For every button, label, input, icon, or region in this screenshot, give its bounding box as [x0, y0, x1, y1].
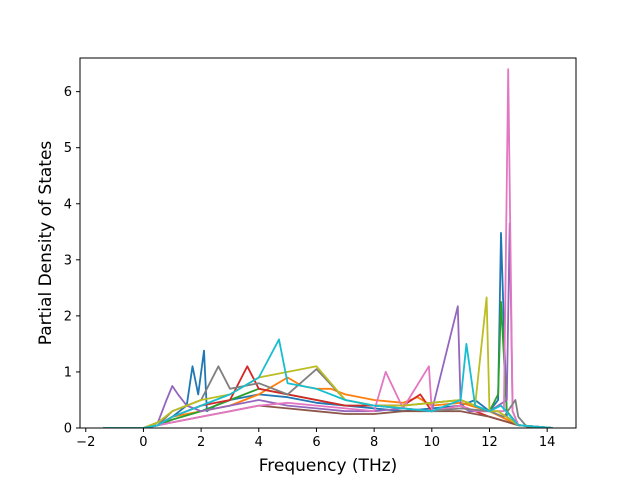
y-tick-label: 3 — [64, 253, 72, 268]
x-tick-label: −2 — [76, 435, 95, 450]
x-tick-label: 10 — [424, 435, 441, 450]
y-axis-ticks: 0 1 2 3 4 5 6 — [64, 85, 80, 437]
x-tick-label: 8 — [370, 435, 378, 450]
pdos-series-line-1 — [103, 231, 553, 428]
pdos-series-line-10 — [103, 338, 553, 428]
pdos-series-line-7 — [103, 68, 553, 428]
y-axis-label: Partial Density of States — [36, 141, 56, 346]
x-tick-label: 6 — [312, 435, 320, 450]
plot-frame — [79, 57, 577, 429]
x-tick-label: 0 — [139, 435, 147, 450]
y-tick-label: 0 — [64, 422, 72, 437]
x-tick-label: 14 — [539, 435, 556, 450]
y-tick-label: 6 — [64, 85, 72, 100]
pdos-series-line-5 — [103, 222, 553, 428]
x-axis-ticks: −2 0 2 4 6 8 10 12 14 — [76, 428, 555, 450]
y-tick-label: 2 — [64, 309, 72, 324]
x-tick-label: 12 — [481, 435, 498, 450]
y-tick-label: 1 — [64, 365, 72, 380]
y-tick-label: 5 — [64, 141, 72, 156]
x-tick-label: 4 — [255, 435, 263, 450]
x-tick-label: 2 — [197, 435, 205, 450]
x-axis-label: Frequency (THz) — [259, 456, 398, 476]
y-tick-label: 4 — [64, 197, 72, 212]
series-layer — [103, 68, 553, 428]
